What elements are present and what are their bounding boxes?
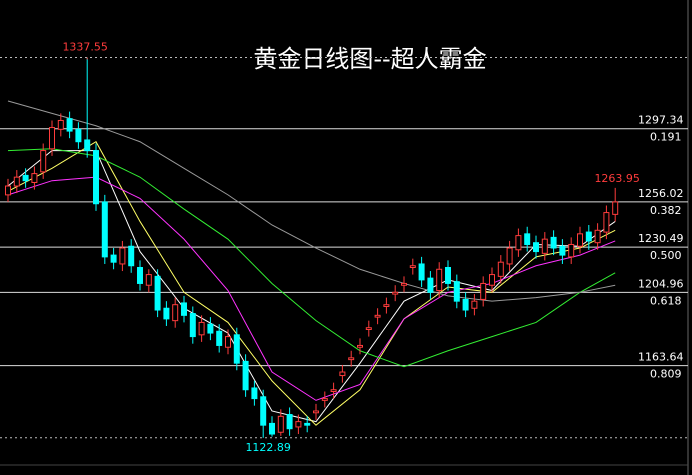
- candle-body: [506, 247, 513, 265]
- candle-body: [612, 201, 619, 215]
- candle-body: [427, 277, 434, 293]
- candle-body: [462, 298, 469, 311]
- candle-body: [392, 291, 399, 295]
- candle-body: [330, 389, 337, 393]
- candle-body: [189, 313, 196, 338]
- candle-body: [445, 267, 451, 284]
- candle-body: [49, 127, 55, 150]
- candle-body: [225, 336, 231, 348]
- candle-body: [269, 422, 275, 435]
- candle-body: [154, 275, 161, 311]
- candle-body: [533, 242, 539, 253]
- candle-body: [339, 371, 346, 377]
- candle-body: [172, 304, 179, 322]
- candle-body: [541, 238, 548, 254]
- level-price: 1256.02: [638, 187, 684, 200]
- candle-body: [559, 245, 566, 256]
- candle-body: [480, 282, 487, 300]
- candle-body: [383, 304, 390, 307]
- candle-body: [585, 231, 592, 242]
- level-ratio: 0.809: [650, 368, 682, 381]
- candle-body: [453, 281, 460, 302]
- candle-body: [295, 421, 302, 428]
- candle-body: [436, 268, 443, 292]
- candle-body: [57, 119, 64, 130]
- candle-body: [515, 235, 522, 251]
- candle-body: [357, 344, 363, 348]
- moving-average: [7, 141, 616, 426]
- high-label: 1337.55: [62, 40, 108, 53]
- candle-body: [145, 274, 152, 286]
- candle-body: [181, 302, 187, 316]
- level-price: 1230.49: [638, 232, 684, 245]
- candle-body: [251, 387, 258, 400]
- candle-body: [418, 263, 425, 281]
- candle-body: [233, 334, 240, 364]
- candle-body: [207, 323, 214, 334]
- level-ratio: 0.618: [650, 294, 682, 307]
- candle-body: [13, 176, 20, 187]
- candle-body: [471, 300, 478, 309]
- candle-body: [75, 128, 82, 143]
- candle-body: [216, 330, 223, 346]
- candle-body: [84, 139, 91, 152]
- candle-body: [277, 415, 284, 433]
- candle-body: [40, 150, 47, 173]
- candle-body: [568, 243, 575, 258]
- candle-body: [401, 282, 407, 286]
- candle-body: [524, 233, 531, 245]
- candle-body: [577, 233, 583, 247]
- moving-average: [7, 150, 616, 423]
- candle-body: [374, 314, 381, 318]
- candle-body: [260, 396, 267, 426]
- level-ratio: 0.500: [650, 249, 682, 262]
- candle-body: [365, 327, 372, 331]
- candle-body: [242, 360, 249, 391]
- candle-body: [66, 118, 73, 132]
- level-ratio: 0.382: [650, 204, 682, 217]
- candle-body: [594, 229, 601, 244]
- candle-body: [313, 410, 319, 414]
- candle-body: [128, 245, 135, 267]
- candle-body: [348, 357, 355, 361]
- candle-body: [93, 150, 99, 205]
- candle-body: [321, 398, 328, 401]
- candle-body: [409, 265, 416, 269]
- candle-body: [304, 422, 311, 426]
- moving-average: [7, 176, 616, 401]
- candle-body: [198, 321, 205, 336]
- candle-body: [119, 247, 126, 265]
- candle-body: [110, 254, 117, 263]
- candle-body: [489, 274, 495, 286]
- low-label: 1122.89: [245, 441, 291, 454]
- candle-body: [550, 236, 557, 249]
- candle-body: [603, 212, 610, 233]
- moving-average: [7, 100, 616, 302]
- candle-body: [137, 267, 143, 284]
- level-price: 1204.96: [638, 277, 684, 290]
- level-price: 1163.64: [638, 351, 684, 364]
- level-price: 1297.34: [638, 114, 684, 127]
- candle-body: [22, 174, 29, 182]
- level-ratio: 0.191: [650, 131, 682, 144]
- moving-average: [7, 148, 616, 368]
- candle-body: [31, 173, 38, 183]
- candle-body: [101, 201, 108, 258]
- candle-body: [5, 185, 11, 196]
- last-high-label: 1263.95: [594, 172, 640, 185]
- candle-body: [286, 414, 293, 430]
- chart-title: 黄金日线图--超人霸金: [253, 45, 486, 73]
- candle-body: [163, 307, 170, 320]
- candle-body: [497, 261, 504, 277]
